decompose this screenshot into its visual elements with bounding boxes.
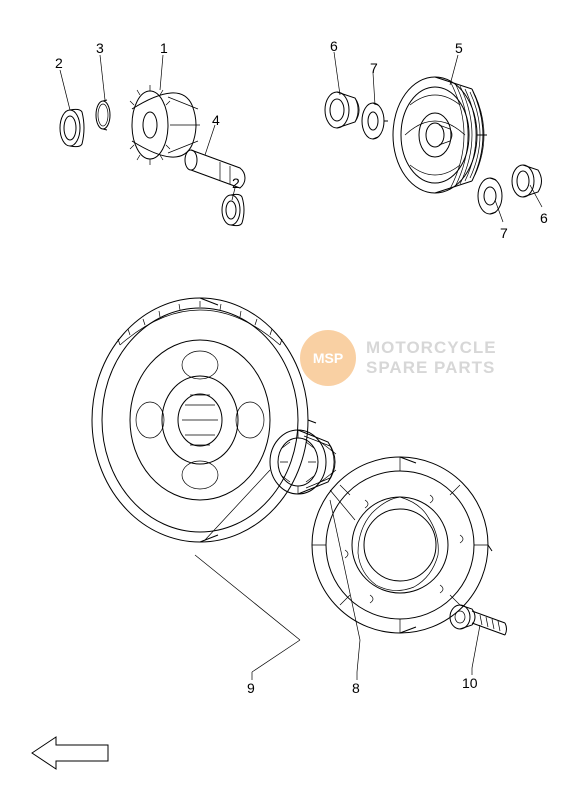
callout-10: 10 (462, 675, 478, 691)
callout-6a: 6 (330, 38, 338, 54)
callout-2a: 2 (55, 55, 63, 71)
callout-6b: 6 (540, 210, 548, 226)
watermark-text: MOTORCYCLE SPARE PARTS (366, 338, 497, 377)
callout-9: 9 (247, 680, 255, 696)
watermark: MSP MOTORCYCLE SPARE PARTS (300, 330, 497, 386)
callout-5: 5 (455, 40, 463, 56)
watermark-line1: MOTORCYCLE (366, 338, 497, 358)
callout-7b: 7 (500, 225, 508, 241)
group-bottom (0, 0, 584, 800)
callout-4: 4 (212, 112, 220, 128)
callout-7a: 7 (370, 60, 378, 76)
view-direction-arrow (30, 735, 110, 771)
callout-8: 8 (352, 680, 360, 696)
diagram-canvas: 2 3 1 4 2 6 7 5 7 6 9 8 10 MSP MOTORCYCL… (0, 0, 584, 800)
part-bolt (450, 605, 507, 635)
watermark-line2: SPARE PARTS (366, 358, 497, 378)
callout-3: 3 (96, 40, 104, 56)
watermark-logo: MSP (300, 330, 356, 386)
part-starter-clutch-gear (92, 298, 316, 542)
callout-1: 1 (160, 40, 168, 56)
callout-2b: 2 (232, 175, 240, 191)
